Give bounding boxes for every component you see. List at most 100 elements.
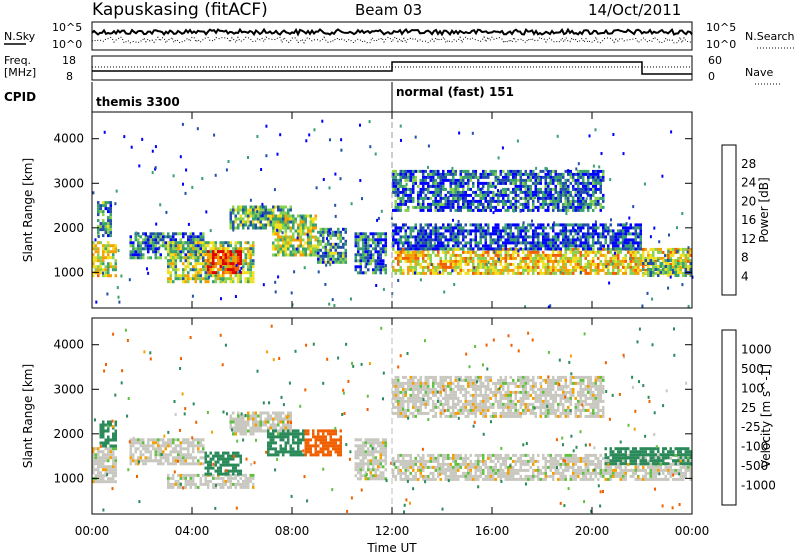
power-cell (357, 250, 360, 254)
power-cell (372, 241, 375, 245)
velocity-cell (277, 420, 280, 424)
velocity-cell (199, 462, 202, 466)
power-noise-cell (240, 266, 243, 270)
power-cell (212, 280, 215, 284)
power-cell (167, 250, 170, 254)
power-cell (549, 202, 552, 206)
power-cell (667, 253, 670, 257)
power-cell (297, 229, 300, 233)
power-cell (372, 238, 375, 242)
velocity-cell (192, 438, 195, 442)
power-cell (482, 265, 485, 269)
power-cell (487, 199, 490, 203)
power-cell (187, 253, 190, 257)
power-cell (639, 259, 642, 263)
power-cell (289, 244, 292, 248)
power-noise-cell (493, 250, 496, 254)
power-cell (579, 256, 582, 260)
power-cell (509, 256, 512, 260)
power-cell (367, 244, 370, 248)
velocity-cell (99, 480, 102, 484)
power-noise-cell (549, 304, 552, 308)
power-cell (422, 241, 425, 245)
power-cell (507, 205, 510, 209)
power-cell (439, 193, 442, 197)
power-cell (287, 217, 290, 221)
power-cell (527, 175, 530, 179)
power-cell (107, 210, 110, 214)
velocity-cell (102, 462, 105, 466)
power-cell (422, 235, 425, 239)
power-cell (479, 199, 482, 203)
power-cell (554, 202, 557, 206)
power-cell (472, 271, 475, 275)
power-cell (627, 247, 630, 251)
power-noise-cell (333, 304, 336, 307)
power-cell (372, 232, 375, 236)
power-cell (102, 219, 105, 223)
power-cell (252, 241, 255, 245)
power-cell (179, 241, 182, 245)
power-cell (482, 229, 485, 233)
power-noise-cell (585, 197, 588, 201)
power-cell (504, 229, 507, 233)
power-cell (527, 223, 530, 227)
power-cell (524, 247, 527, 251)
power-cell (497, 232, 500, 236)
power-cell (592, 244, 595, 248)
power-cell (407, 208, 410, 212)
power-cell (477, 178, 480, 182)
power-cell (509, 238, 512, 242)
velocity-cell (219, 469, 222, 473)
power-cell (524, 253, 527, 257)
velocity-cell (187, 462, 190, 466)
power-cell (542, 226, 545, 230)
power-cell (247, 262, 250, 266)
power-cell (529, 190, 532, 194)
power-cell (612, 259, 615, 263)
power-cell (224, 262, 227, 266)
power-cell (652, 247, 655, 251)
power-cell (589, 205, 592, 209)
power-cell (617, 247, 620, 251)
power-cell (514, 190, 517, 194)
velocity-cell (142, 453, 145, 457)
power-cell (582, 184, 585, 188)
power-cell (639, 229, 642, 233)
power-cell (359, 265, 362, 269)
power-cell (399, 271, 402, 275)
power-cell (612, 268, 615, 272)
velocity-cell (237, 429, 240, 433)
power-cell (557, 181, 560, 185)
power-cell (469, 247, 472, 251)
power-cell (319, 227, 322, 231)
power-cell (524, 229, 527, 233)
power-cell (512, 256, 515, 260)
power-cell (107, 234, 110, 238)
power-cell (454, 253, 457, 257)
velocity-cell (107, 441, 110, 445)
power-cell (239, 262, 242, 266)
power-cell (527, 190, 530, 194)
power-cell (279, 208, 282, 212)
power-cell (514, 238, 517, 242)
power-cell (227, 271, 230, 275)
velocity-cell (149, 456, 152, 460)
power-cell (494, 175, 497, 179)
power-cell (477, 223, 480, 227)
power-noise-cell (331, 298, 334, 302)
velocity-cell (179, 473, 182, 477)
power-cell (544, 232, 547, 236)
power-cell (452, 262, 455, 266)
power-cell (317, 257, 320, 261)
power-cell (634, 223, 637, 227)
power-cell (609, 223, 612, 227)
power-cell (532, 199, 535, 203)
power-cell (429, 184, 432, 188)
power-cell (112, 253, 115, 257)
power-cell (207, 259, 210, 263)
power-cell (452, 253, 455, 257)
power-cell (452, 232, 455, 236)
power-cell (434, 169, 437, 173)
power-cell (399, 175, 402, 179)
